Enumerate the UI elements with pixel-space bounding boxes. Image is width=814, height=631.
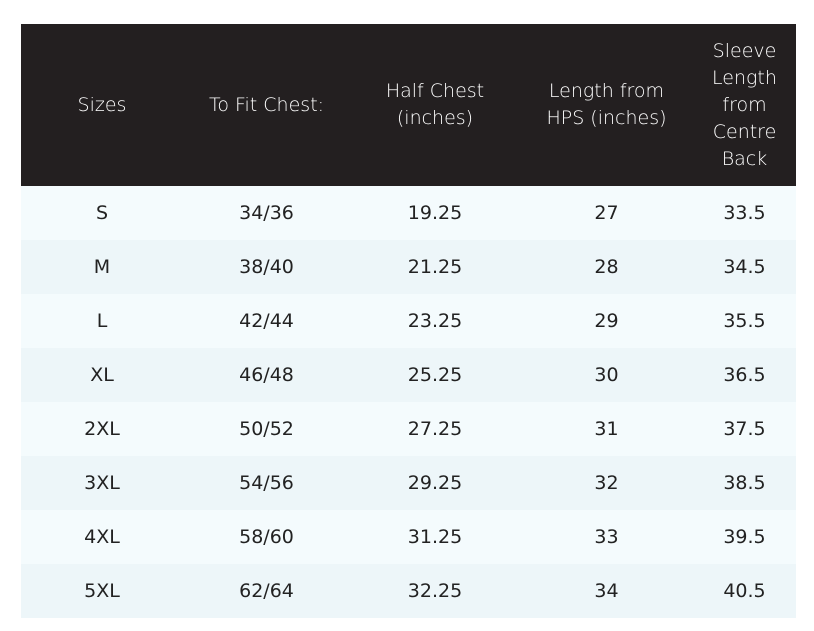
table-cell: 39.5 [723, 525, 766, 548]
table-cell: 37.5 [723, 417, 766, 440]
header-cell: Sleeve Length from Centre Back [693, 24, 796, 186]
header-text: Sizes [77, 93, 127, 116]
table-cell: 34/36 [239, 201, 294, 224]
table-cell: 34 [594, 579, 619, 602]
header-cell: Sizes [21, 24, 183, 186]
header-text: Length from [548, 80, 665, 102]
header-text: To Fit Chest: [208, 93, 325, 116]
table-cell: 42/44 [239, 309, 294, 332]
table-cell: 36.5 [723, 363, 766, 386]
table-cell: 28 [594, 255, 619, 278]
header-text: (inches) [396, 107, 474, 129]
table-cell: S [95, 201, 109, 224]
table-cell: 29 [594, 309, 619, 332]
table-cell: 54/56 [239, 471, 294, 494]
table-cell: 38/40 [239, 255, 294, 278]
table-cell: 19.25 [407, 201, 463, 224]
table-row: L 42/44 23.25 29 35.5 [21, 294, 796, 348]
table-cell: 29.25 [407, 471, 463, 494]
table-cell: 35.5 [723, 309, 766, 332]
table-row: 3XL 54/56 29.25 32 38.5 [21, 456, 796, 510]
table-cell: 40.5 [723, 579, 766, 602]
table-row: 5XL 62/64 32.25 34 40.5 [21, 564, 796, 618]
header-text: Centre [712, 120, 777, 143]
table-cell: 31.25 [407, 525, 463, 548]
table-cell: 62/64 [239, 579, 294, 602]
table-cell: 33.5 [723, 201, 766, 224]
table-cell: 31 [594, 417, 619, 440]
table-row: M 38/40 21.25 28 34.5 [21, 240, 796, 294]
table-cell: 30 [594, 363, 619, 386]
table-row: XL 46/48 25.25 30 36.5 [21, 348, 796, 402]
header-cell: Half Chest (inches) [350, 24, 520, 186]
table-cell: 33 [594, 525, 619, 548]
table-cell: 3XL [84, 471, 120, 494]
header-text: Half Chest [385, 80, 485, 102]
table-cell: 25.25 [407, 363, 463, 386]
header-cell: To Fit Chest: [183, 24, 350, 186]
table-cell: 38.5 [723, 471, 766, 494]
table-cell: 32 [594, 471, 619, 494]
header-text: from [722, 93, 767, 116]
header-row: Sizes To Fit Chest: Half Chest (inches) Leng… [21, 24, 796, 186]
header-cell: Length from HPS (inches) [520, 24, 693, 186]
table-cell: 21.25 [407, 255, 463, 278]
header-text: Length [712, 66, 777, 89]
table-cell: 5XL [84, 579, 120, 602]
table-row: 2XL 50/52 27.25 31 37.5 [21, 402, 796, 456]
table-cell: 32.25 [407, 579, 463, 602]
header-text: HPS (inches) [546, 107, 667, 129]
table-cell: XL [90, 363, 114, 386]
table-cell: 27 [594, 201, 619, 224]
table-cell: 46/48 [239, 363, 294, 386]
table-cell: 58/60 [239, 525, 294, 548]
table-cell: 50/52 [239, 417, 294, 440]
table-cell: 34.5 [723, 255, 766, 278]
table-cell: L [96, 309, 108, 332]
table-cell: M [93, 255, 111, 278]
table-cell: 27.25 [407, 417, 463, 440]
table-cell: 23.25 [407, 309, 463, 332]
table-row: 4XL 58/60 31.25 33 39.5 [21, 510, 796, 564]
size-table: Sizes To Fit Chest: Half Chest (inches) Leng… [21, 24, 796, 618]
header-text: Sleeve [712, 39, 777, 62]
table-cell: 4XL [84, 525, 120, 548]
table-cell: 2XL [84, 417, 120, 440]
header-text: Back [721, 147, 768, 170]
table-row: S 34/36 19.25 27 33.5 [21, 186, 796, 240]
